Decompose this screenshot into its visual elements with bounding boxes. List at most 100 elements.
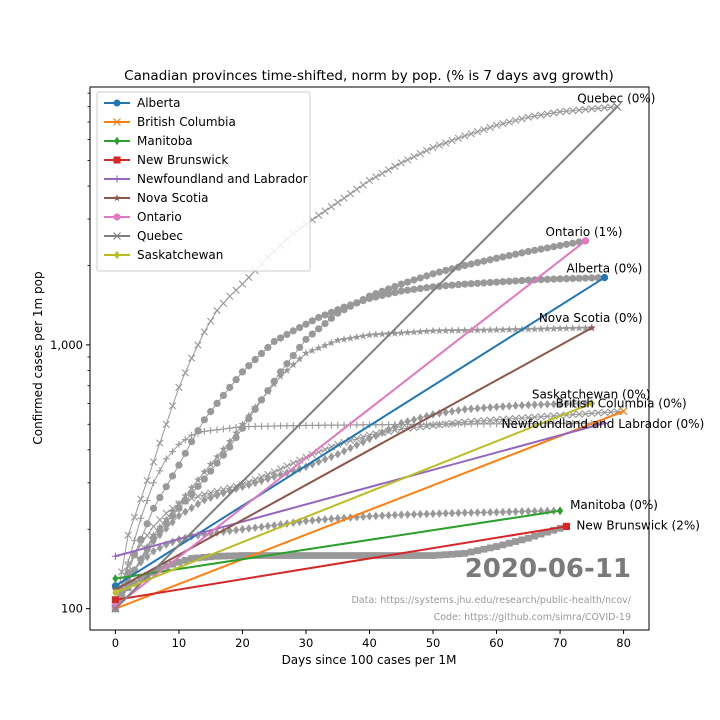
end-label-quebec: Quebec (0%) <box>577 92 655 106</box>
observed-point-new-brunswick <box>270 552 278 559</box>
observed-point-nova-scotia <box>403 328 412 336</box>
observed-point-newfoundland-and-labrador <box>563 419 570 427</box>
observed-point-quebec <box>232 286 240 294</box>
observed-point-manitoba <box>468 508 475 517</box>
observed-point-alberta <box>404 286 412 294</box>
observed-point-manitoba <box>449 508 456 518</box>
observed-point-saskatchewan <box>239 482 246 492</box>
observed-point-quebec <box>314 211 323 219</box>
observed-point-nova-scotia <box>492 325 501 334</box>
observed-point-nova-scotia <box>314 343 323 352</box>
fit-end-marker-ontario <box>581 237 590 245</box>
legend-marker-newfoundland-and-labrador <box>113 175 121 183</box>
observed-point-ontario <box>321 319 329 328</box>
observed-point-new-brunswick <box>404 552 412 559</box>
observed-point-new-brunswick <box>296 552 304 559</box>
x-tick-label: 30 <box>299 636 314 650</box>
observed-point-ontario <box>232 433 240 442</box>
observed-point-alberta <box>219 391 227 400</box>
observed-point-alberta <box>492 278 501 286</box>
observed-point-ontario <box>473 259 482 267</box>
observed-point-newfoundland-and-labrador <box>359 421 367 429</box>
observed-point-saskatchewan <box>423 411 430 421</box>
observed-point-manitoba <box>334 514 341 523</box>
fit-end-marker-saskatchewan <box>588 399 595 408</box>
observed-point-ontario <box>499 253 507 261</box>
observed-point-quebec <box>359 181 367 189</box>
observed-point-saskatchewan <box>372 431 379 441</box>
observed-point-alberta <box>296 323 304 332</box>
x-tick-label: 20 <box>235 636 250 650</box>
observed-point-nova-scotia <box>194 475 202 484</box>
observed-point-new-brunswick <box>213 552 221 560</box>
observed-point-nova-scotia <box>200 467 209 476</box>
observed-point-saskatchewan <box>404 417 411 426</box>
observed-point-quebec <box>550 109 558 117</box>
observed-point-manitoba <box>544 506 551 516</box>
observed-point-quebec <box>467 130 475 138</box>
observed-point-ontario <box>188 490 196 498</box>
observed-point-saskatchewan <box>347 443 354 453</box>
observed-point-ontario <box>315 325 323 333</box>
observed-point-manitoba <box>220 527 227 537</box>
observed-point-ontario <box>327 314 335 322</box>
observed-point-quebec <box>168 402 177 410</box>
observed-point-british-columbia <box>594 409 602 417</box>
fit-start-marker-manitoba <box>112 574 119 583</box>
observed-point-newfoundland-and-labrador <box>226 424 234 432</box>
observed-point-alberta <box>575 274 583 282</box>
observed-point-saskatchewan <box>518 401 526 410</box>
legend-item-quebec: Quebec <box>104 229 183 243</box>
observed-point-new-brunswick <box>423 552 431 559</box>
observed-point-quebec <box>530 112 539 120</box>
observed-point-ontario <box>359 295 367 304</box>
observed-point-newfoundland-and-labrador <box>448 420 456 428</box>
observed-point-newfoundland-and-labrador <box>175 440 183 448</box>
observed-point-quebec <box>480 125 488 134</box>
observed-point-british-columbia <box>194 492 202 501</box>
observed-point-manitoba <box>525 506 532 516</box>
observed-point-new-brunswick <box>169 560 176 568</box>
observed-point-quebec <box>391 162 399 171</box>
observed-point-british-columbia <box>537 413 545 421</box>
observed-point-ontario <box>524 247 532 256</box>
observed-point-ontario <box>245 415 253 423</box>
observed-point-manitoba <box>315 515 322 525</box>
observed-point-newfoundland-and-labrador <box>137 514 145 522</box>
observed-point-new-brunswick <box>315 552 323 559</box>
observed-point-saskatchewan <box>379 428 386 437</box>
observed-point-ontario <box>531 246 539 254</box>
observed-point-alberta <box>397 287 405 295</box>
fit-line-new-brunswick <box>115 525 567 601</box>
observed-point-alberta <box>327 308 335 316</box>
fit-series-manitoba <box>112 506 564 583</box>
observed-point-ontario <box>346 302 355 310</box>
observed-point-manitoba <box>328 514 335 524</box>
observed-point-manitoba <box>271 520 278 530</box>
observed-point-saskatchewan <box>321 454 329 464</box>
x-axis-label: Days since 100 cases per 1M <box>282 653 457 667</box>
observed-point-british-columbia <box>581 410 590 418</box>
observed-point-alberta <box>168 472 177 480</box>
observed-point-saskatchewan <box>150 537 157 546</box>
observed-point-british-columbia <box>270 468 278 476</box>
observed-point-ontario <box>353 299 361 307</box>
observed-point-british-columbia <box>130 551 139 560</box>
observed-point-quebec <box>569 106 577 115</box>
observed-point-new-brunswick <box>480 545 488 553</box>
observed-point-new-brunswick <box>442 551 450 559</box>
observed-point-alberta <box>442 282 450 290</box>
observed-point-nova-scotia <box>390 329 399 337</box>
observed-point-british-columbia <box>207 489 215 497</box>
observed-point-new-brunswick <box>499 541 507 549</box>
observed-point-newfoundland-and-labrador <box>550 420 558 427</box>
observed-point-saskatchewan <box>207 493 214 503</box>
end-label-nova-scotia: Nova Scotia (0%) <box>539 311 643 325</box>
legend-marker-saskatchewan <box>114 250 120 260</box>
y-axis-label: Confirmed cases per 1m pop <box>31 271 45 444</box>
observed-point-nova-scotia <box>429 326 437 335</box>
date-label: 2020-06-11 <box>465 554 631 584</box>
observed-point-ontario <box>397 280 405 288</box>
observed-point-new-brunswick <box>416 552 424 559</box>
x-tick-label: 10 <box>172 636 187 650</box>
